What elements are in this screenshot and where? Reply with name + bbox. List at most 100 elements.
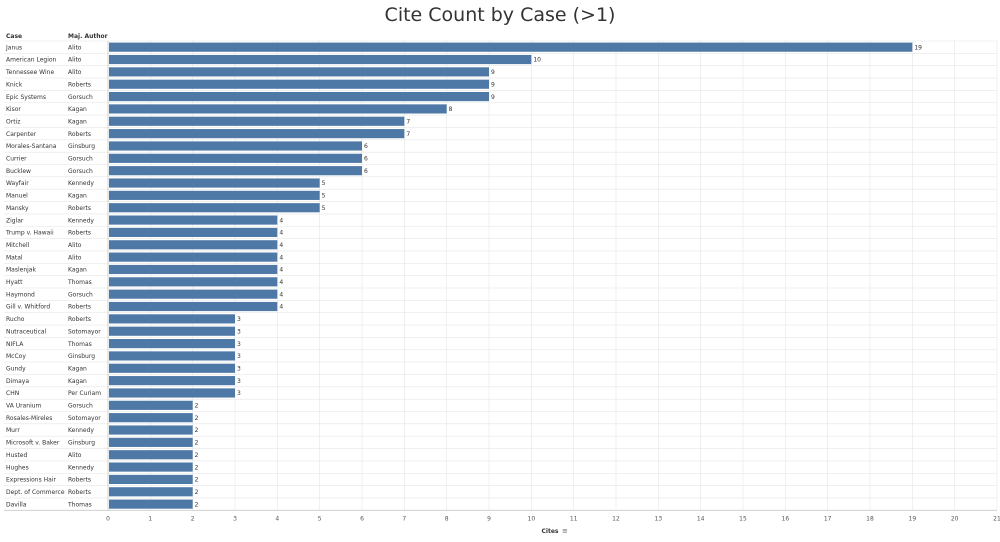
author-label: Kagan — [68, 365, 87, 372]
bar[interactable] — [109, 92, 489, 102]
x-tick-label: 0 — [106, 515, 110, 522]
bar[interactable] — [109, 388, 235, 398]
bar[interactable] — [109, 42, 913, 52]
author-label: Thomas — [67, 341, 92, 348]
case-label: Bucklew — [6, 168, 31, 175]
bar[interactable] — [109, 215, 278, 225]
bar[interactable] — [109, 376, 235, 386]
case-label: Ortiz — [6, 118, 20, 125]
case-label: CHN — [6, 390, 19, 397]
bar[interactable] — [109, 413, 193, 423]
author-column-header[interactable]: Maj. Author — [68, 33, 108, 40]
bar[interactable] — [109, 277, 278, 287]
bar[interactable] — [109, 264, 278, 275]
bar-value-label: 2 — [195, 501, 199, 508]
bar-value-label: 3 — [237, 328, 241, 335]
x-tick-label: 10 — [528, 515, 536, 522]
x-tick-label: 12 — [612, 515, 620, 522]
case-label: Hughes — [6, 464, 29, 471]
case-label: Wayfair — [6, 180, 29, 187]
bar[interactable] — [109, 499, 193, 509]
bar-value-label: 4 — [279, 267, 283, 274]
bar[interactable] — [109, 462, 193, 472]
bar-value-label: 2 — [195, 415, 199, 422]
author-label: Kagan — [68, 378, 87, 385]
bar[interactable] — [109, 190, 320, 200]
bar[interactable] — [109, 252, 278, 262]
bar-value-label: 2 — [195, 464, 199, 471]
case-label: Murr — [6, 427, 20, 434]
bar[interactable] — [109, 79, 489, 89]
bar[interactable] — [109, 153, 362, 163]
author-label: Sotomayor — [68, 328, 101, 335]
bar-value-label: 2 — [195, 477, 199, 484]
bar[interactable] — [109, 351, 235, 361]
bar[interactable] — [109, 339, 235, 349]
author-label: Kagan — [68, 267, 87, 274]
author-label: Sotomayor — [68, 415, 101, 422]
x-tick-label: 8 — [445, 515, 449, 522]
x-tick-label: 16 — [782, 515, 790, 522]
case-label: NIFLA — [6, 341, 24, 348]
bar-value-label: 3 — [237, 316, 241, 323]
x-tick-label: 3 — [233, 515, 237, 522]
case-label: Rucho — [6, 316, 25, 323]
bar[interactable] — [109, 301, 278, 312]
x-tick-label: 21 — [993, 515, 1000, 522]
author-label: Kagan — [68, 193, 87, 200]
bar[interactable] — [109, 289, 278, 299]
bar[interactable] — [109, 141, 362, 151]
bar-value-label: 2 — [195, 427, 199, 434]
author-label: Gorsuch — [68, 403, 93, 410]
bar-value-label: 2 — [195, 489, 199, 496]
author-label: Thomas — [67, 279, 92, 286]
bar[interactable] — [109, 314, 235, 324]
author-label: Alito — [68, 57, 82, 64]
bar-value-label: 3 — [237, 378, 241, 385]
bar-value-label: 7 — [406, 131, 410, 138]
case-column-header[interactable]: Case — [6, 33, 23, 40]
author-label: Roberts — [68, 81, 91, 88]
bar[interactable] — [109, 129, 405, 139]
author-label: Ginsburg — [68, 143, 95, 150]
author-label: Alito — [68, 452, 82, 459]
bar[interactable] — [109, 203, 320, 213]
case-label: Expressions Hair — [6, 477, 56, 484]
bar[interactable] — [109, 400, 193, 410]
author-label: Gorsuch — [68, 291, 93, 298]
bar[interactable] — [109, 166, 362, 176]
sort-descending-icon[interactable]: ≡ — [562, 527, 568, 535]
bar[interactable] — [109, 425, 193, 435]
author-label: Gorsuch — [68, 156, 93, 163]
bar[interactable] — [109, 54, 532, 65]
author-label: Kagan — [68, 106, 87, 113]
bar[interactable] — [109, 363, 235, 373]
bar[interactable] — [109, 240, 278, 250]
x-tick-label: 9 — [487, 515, 491, 522]
case-label: Nutraceutical — [6, 328, 47, 335]
bar[interactable] — [109, 178, 320, 188]
bar[interactable] — [109, 104, 447, 114]
bar[interactable] — [109, 67, 489, 77]
case-label: Carpenter — [6, 131, 37, 138]
case-label: Tennessee Wine — [5, 69, 54, 76]
x-tick-label: 2 — [191, 515, 195, 522]
case-label: Haymond — [6, 291, 35, 298]
bar[interactable] — [109, 487, 193, 497]
author-label: Gorsuch — [68, 168, 93, 175]
bar[interactable] — [109, 116, 405, 126]
case-label: Gill v. Whitford — [6, 304, 50, 311]
x-tick-label: 13 — [655, 515, 663, 522]
bar[interactable] — [109, 437, 193, 447]
bar[interactable] — [109, 450, 193, 460]
bar-value-label: 6 — [364, 156, 368, 163]
x-tick-label: 14 — [697, 515, 705, 522]
bar-value-label: 8 — [449, 106, 453, 113]
bar-value-label: 9 — [491, 69, 495, 76]
bar[interactable] — [109, 326, 235, 336]
bar-value-label: 2 — [195, 452, 199, 459]
bar[interactable] — [109, 227, 278, 237]
bar[interactable] — [109, 474, 193, 484]
bar-value-label: 4 — [279, 304, 283, 311]
bar-value-label: 4 — [279, 279, 283, 286]
